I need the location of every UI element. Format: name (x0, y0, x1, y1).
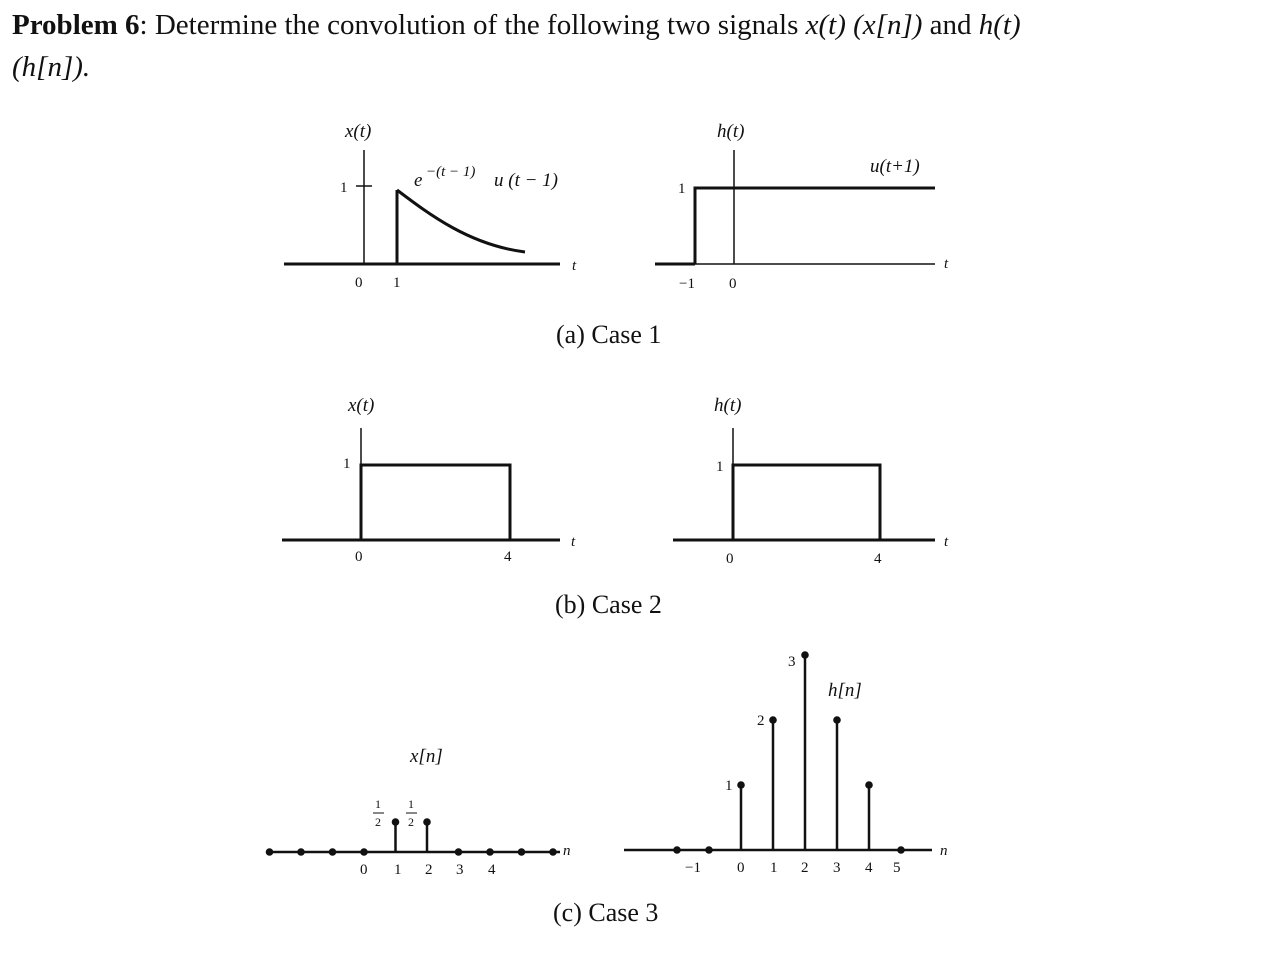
case3-x-half-den-2: 2 (408, 815, 414, 829)
case3-x-tick-4: 4 (488, 862, 496, 878)
problem-label: Problem 6 (12, 9, 140, 41)
case3-h-tick-3: 3 (833, 860, 841, 876)
case3-x-point--1 (328, 848, 337, 856)
case1-x-tick-1: 1 (393, 275, 401, 291)
case1-h-tick-0: 0 (729, 276, 737, 292)
case2-x-axis-label: t (571, 534, 576, 550)
case3-x-half-den-1: 2 (375, 815, 381, 829)
case1-x-exp-curve (396, 188, 526, 254)
case1-x-plot (284, 150, 560, 266)
case2-caption: (b) Case 2 (555, 590, 662, 619)
case3-h-tick-5: 5 (893, 860, 901, 876)
case3-h-tick-1: 1 (770, 860, 778, 876)
case3-x-point-3 (454, 848, 463, 856)
case2-x-tick-4: 4 (504, 549, 512, 565)
case3-h-plot (624, 651, 932, 854)
signal-hn: (h[n]). (12, 51, 91, 83)
case1-x-tick-0: 0 (355, 275, 363, 291)
case3-x-point-2 (423, 818, 431, 826)
case2-x-pulse (359, 463, 512, 540)
case1-x-axis-label: t (572, 258, 577, 274)
case1-x-formula-e: e (414, 170, 422, 191)
case3-x-tick-2: 2 (425, 862, 433, 878)
case2-x-ylabel: x(t) (347, 395, 374, 416)
case3-h-value-2: 2 (757, 713, 765, 729)
case3-h-point-0 (737, 781, 745, 789)
case3-h-tick-4: 4 (865, 860, 873, 876)
case3-x-half-num-2: 1 (408, 797, 414, 811)
case3-h-axis-label: n (940, 843, 948, 859)
signal-ht: h(t) (978, 9, 1021, 41)
problem-statement: Problem 6: Determine the convolution of … (12, 4, 1272, 88)
case2-h-tick-0: 0 (726, 551, 734, 567)
case3-x-axis-label: n (563, 843, 571, 859)
case1-x-one: 1 (340, 180, 348, 196)
case3-h-value-3: 3 (788, 654, 796, 670)
case1-h-one: 1 (678, 181, 686, 197)
case3-h-tick-0: 0 (737, 860, 745, 876)
case3-x-tick-3: 3 (456, 862, 464, 878)
signal-xt: x(t) (805, 9, 846, 41)
case1-h-formula: u(t+1) (870, 156, 920, 177)
case1-h-axis-label: t (944, 256, 949, 272)
problem-text: : Determine the convolution of the follo… (139, 9, 806, 41)
case3-h-point-2 (801, 651, 809, 659)
case3-h-point-5 (897, 846, 905, 854)
case3-x-plot (265, 818, 560, 856)
case3-h-point--2 (673, 846, 681, 854)
case1-caption: (a) Case 1 (556, 320, 662, 349)
signal-xn: (x[n]) (853, 9, 923, 41)
case1-h-step (693, 186, 935, 264)
case3-x-point--3 (265, 848, 274, 856)
case1-h-plot (655, 150, 935, 266)
case3-x-point-6 (549, 848, 557, 856)
case3-h-point-4 (865, 781, 873, 789)
case3-x-point-5 (517, 848, 526, 856)
case3-h-value-1: 1 (725, 778, 733, 794)
case2-h-pulse (731, 463, 882, 540)
case3-h-ylabel: h[n] (828, 680, 862, 701)
case3-x-tick-1: 1 (394, 862, 402, 878)
case3-h-point--1 (705, 846, 713, 854)
case1-x-formula-rest: u (t − 1) (494, 170, 558, 191)
case1-h-tick-neg1: −1 (679, 276, 695, 292)
case1-x-formula-sup: −(t − 1) (426, 164, 475, 180)
case3-x-ylabel: x[n] (409, 746, 443, 767)
case3-h-tick-2: 2 (801, 860, 809, 876)
case3-h-tick-neg1: −1 (685, 860, 701, 876)
case2-h-tick-4: 4 (874, 551, 882, 567)
case3-h-point-3 (833, 716, 841, 724)
case3-x-point-4 (486, 848, 494, 856)
case3-h-point-1 (769, 716, 777, 724)
case2-x-one: 1 (343, 456, 351, 472)
case2-h-ylabel: h(t) (714, 395, 741, 416)
case3-x-point-1 (391, 818, 400, 826)
and-text: and (922, 9, 979, 41)
case3-x-tick-0: 0 (360, 862, 368, 878)
case2-x-plot (282, 428, 560, 542)
case3-x-point--2 (297, 848, 305, 856)
case1-x-ylabel: x(t) (344, 121, 371, 142)
case1-h-ylabel: h(t) (717, 121, 744, 142)
case2-h-plot (673, 428, 935, 542)
case2-h-one: 1 (716, 459, 724, 475)
case3-x-point-0 (360, 848, 368, 856)
case3-caption: (c) Case 3 (553, 898, 659, 927)
case3-x-half-num-1: 1 (375, 797, 381, 811)
case2-x-tick-0: 0 (355, 549, 363, 565)
case2-h-axis-label: t (944, 534, 949, 550)
